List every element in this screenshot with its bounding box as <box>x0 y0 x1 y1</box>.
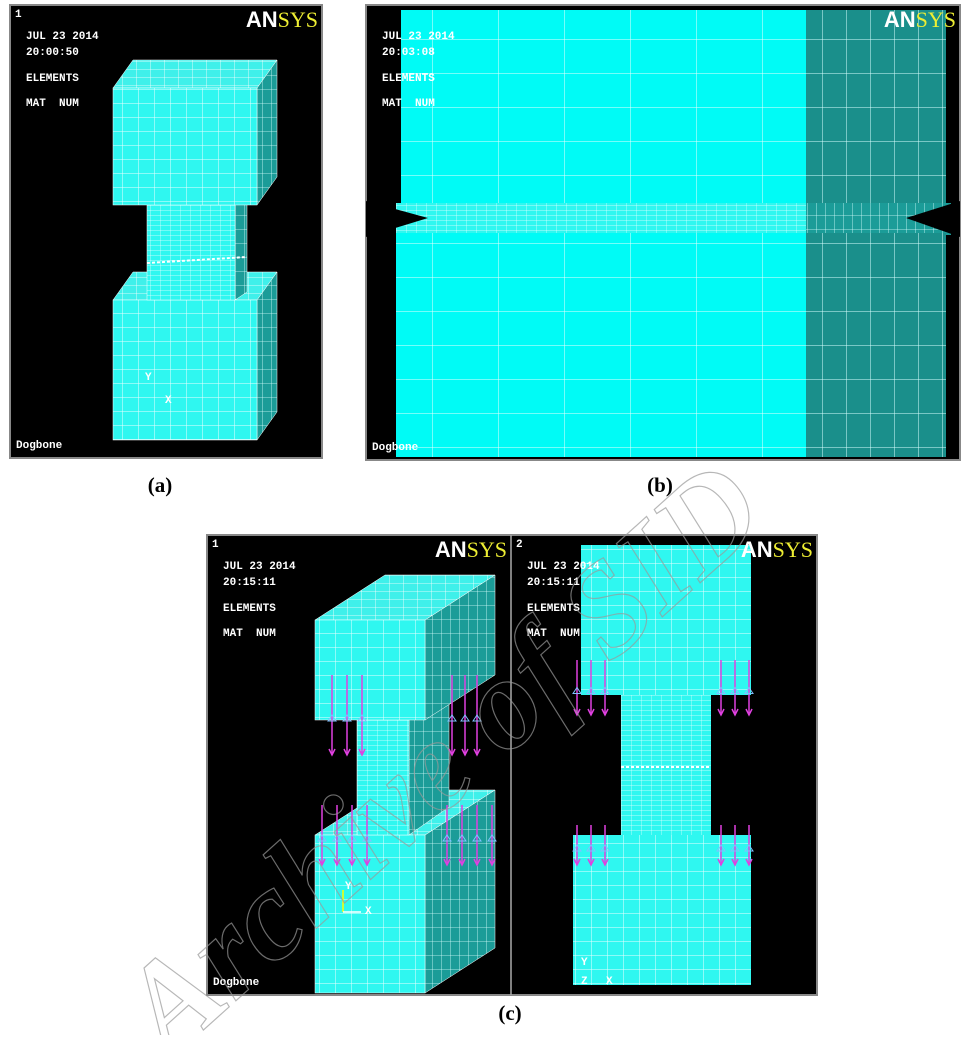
panel: 1 JUL 23 2014 20:00:50 ELEMENTS MAT NUM Dogbo… <box>10 5 322 458</box>
mode: ELEMENTS <box>223 603 276 615</box>
time: 20:00:50 <box>26 47 79 59</box>
mode: ELEMENTS <box>26 73 79 85</box>
axis-label: X <box>165 395 172 407</box>
panel: JUL 23 2014 20:03:08 ELEMENTS MAT NUM Dogbon… <box>366 5 960 460</box>
mesh-side <box>806 233 946 457</box>
mesh-side <box>806 10 946 210</box>
label: MAT NUM <box>382 98 435 110</box>
date: JUL 23 2014 <box>382 31 455 43</box>
logo: ANSYS <box>884 7 956 32</box>
mesh-front <box>396 233 806 457</box>
logo-main: AN <box>246 7 278 32</box>
axis-label: Y <box>145 372 152 384</box>
mesh-front <box>113 88 257 205</box>
mesh-front <box>147 205 235 300</box>
view-number: 2 <box>516 539 523 551</box>
mesh-front <box>113 300 257 440</box>
mesh-front <box>401 10 806 210</box>
time: 20:03:08 <box>382 47 435 59</box>
mesh-band <box>396 203 806 235</box>
figure: 1 JUL 23 2014 20:00:50 ELEMENTS MAT NUM Dogbo… <box>0 0 969 1035</box>
mesh-front <box>573 835 751 985</box>
caption: (a) <box>148 473 173 497</box>
view-number: 1 <box>15 9 22 21</box>
mesh-top <box>113 60 277 88</box>
mode: ELEMENTS <box>382 73 435 85</box>
logo: ANSYS <box>435 537 507 562</box>
axis-label: Z <box>581 976 588 988</box>
mesh-neck <box>621 695 711 835</box>
view: JUL 23 2014 20:03:08 ELEMENTS MAT NUM Dogbon… <box>366 7 960 457</box>
logo-accent: SYS <box>278 7 318 32</box>
mesh-side <box>257 272 277 440</box>
logo: ANSYS <box>246 7 318 32</box>
view-title: Dogbone <box>16 440 63 452</box>
caption: (c) <box>498 1001 521 1025</box>
date: JUL 23 2014 <box>26 31 99 43</box>
view-title: Dogbone <box>372 442 419 454</box>
axis-label: Y <box>581 957 588 969</box>
mesh-side <box>235 197 247 300</box>
logo-main: AN <box>435 537 467 562</box>
logo-main: AN <box>884 7 916 32</box>
date: JUL 23 2014 <box>223 561 296 573</box>
time: 20:15:11 <box>223 577 276 589</box>
label: MAT NUM <box>26 98 79 110</box>
logo-accent: SYS <box>916 7 956 32</box>
axis-label: X <box>606 976 613 988</box>
view-number: 1 <box>212 539 219 551</box>
logo-accent: SYS <box>467 537 507 562</box>
label: MAT NUM <box>223 628 276 640</box>
